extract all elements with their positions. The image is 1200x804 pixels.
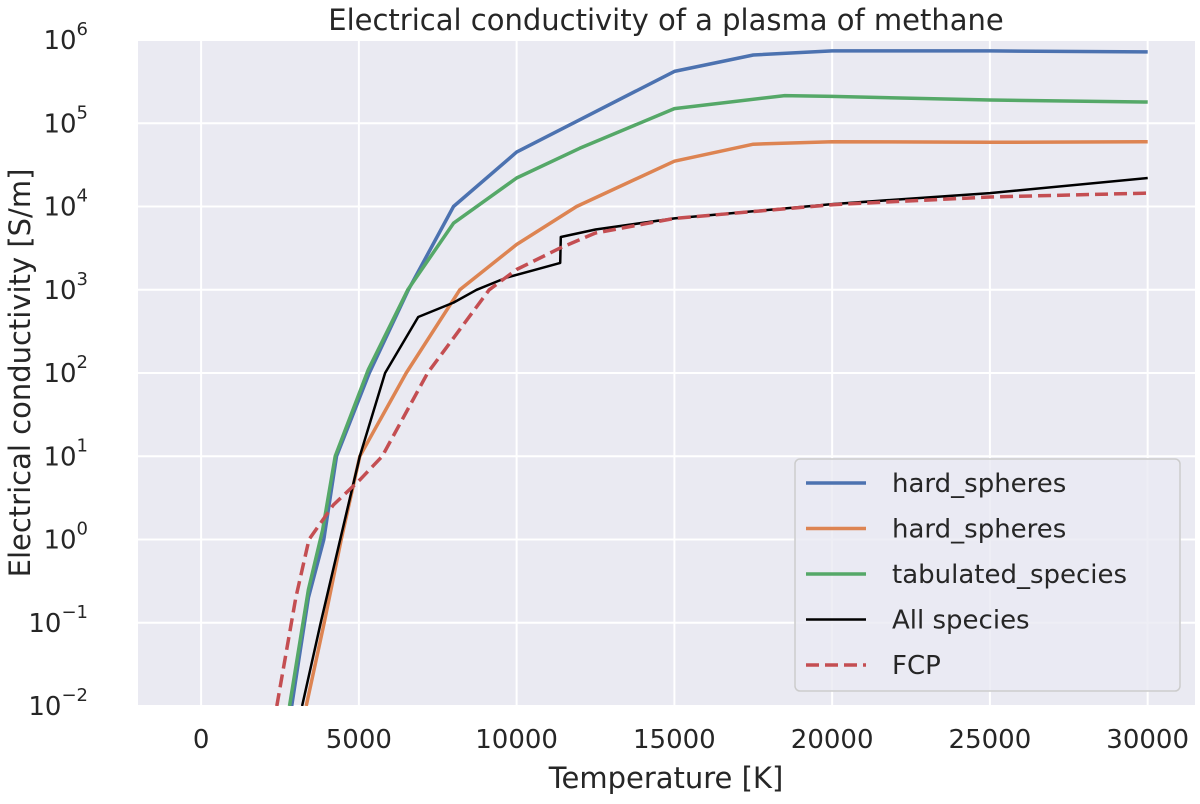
x-tick-label: 0 [193, 725, 210, 755]
x-tick-label: 5000 [326, 725, 392, 755]
x-axis-label: Temperature [K] [548, 761, 784, 795]
legend-label: hard_spheres [892, 469, 1066, 499]
y-tick-label: 102 [43, 352, 88, 389]
legend-label: All species [892, 606, 1030, 636]
series-line-hard-spheres [289, 49, 1148, 706]
y-tick-label: 101 [43, 435, 88, 472]
series-line-fcp [275, 191, 1148, 706]
y-tick-label: 104 [43, 186, 88, 223]
legend-label: FCP [892, 651, 941, 681]
legend-label: tabulated_species [892, 560, 1127, 590]
legend-box [794, 458, 1181, 692]
legend-label: hard_spheres [892, 515, 1066, 545]
x-tick-label: 10000 [475, 725, 558, 755]
y-tick-label: 106 [43, 19, 88, 56]
x-tick-label: 30000 [1106, 725, 1189, 755]
x-tick-label: 15000 [633, 725, 716, 755]
y-tick-label: 103 [43, 269, 88, 306]
legend: hard_spheres hard_spheres tabulated_specie… [794, 458, 1181, 692]
x-tick-label: 20000 [791, 725, 874, 755]
y-tick-label: 105 [43, 102, 88, 139]
x-tick-label: 25000 [949, 725, 1032, 755]
y-tick-label: 10−2 [28, 685, 88, 722]
y-tick-label: 100 [43, 519, 88, 556]
y-axis-label: Electrical conductivity [S/m] [3, 169, 37, 578]
y-tick-label: 10−1 [28, 602, 88, 639]
chart-title: Electrical conductivity of a plasma of m… [328, 3, 1003, 37]
